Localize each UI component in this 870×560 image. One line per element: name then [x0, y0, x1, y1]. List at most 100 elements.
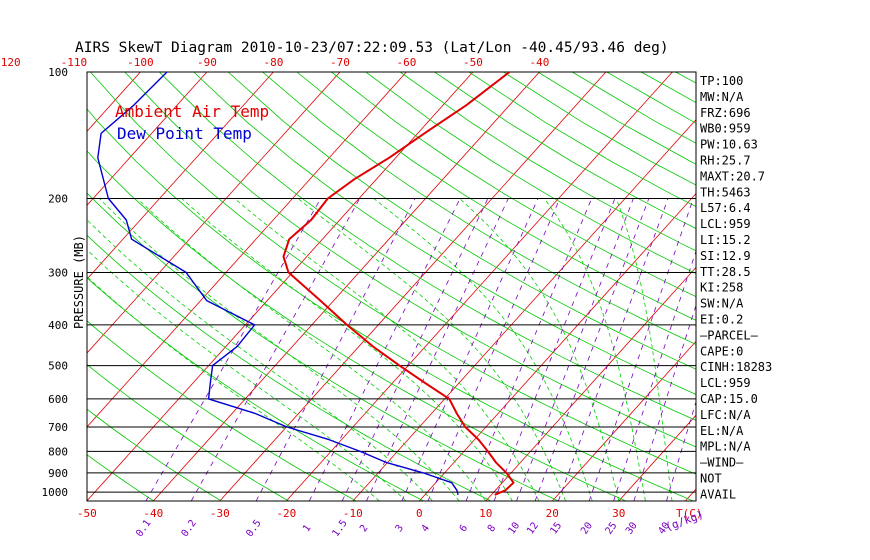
- mixing-ratio-line: [341, 198, 489, 501]
- dry-adiabat-line: [87, 150, 627, 501]
- index-entry: FRZ:696: [700, 106, 751, 120]
- mixing-ratio-tick-label: 12: [525, 520, 541, 536]
- mixing-ratio-tick-label: 30: [624, 520, 640, 536]
- mixing-ratio-tick-label: 6: [458, 523, 470, 534]
- moist-adiabat-line: [181, 198, 513, 501]
- bottom-temperature-tick-label: -10: [343, 507, 363, 520]
- mixing-ratio-line: [666, 400, 696, 501]
- mixing-ratio-tick-label: 25: [604, 520, 620, 536]
- dry-adiabat-line: [124, 72, 696, 448]
- isotherm-line: [87, 72, 274, 280]
- mixing-ratio-tick-label: 1: [301, 523, 313, 534]
- dry-adiabat-line: [227, 72, 696, 370]
- index-entry: PW:10.63: [700, 138, 758, 152]
- index-entry: TT:28.5: [700, 265, 751, 279]
- dry-adiabat-line: [87, 364, 289, 501]
- dry-adiabat-line: [87, 454, 155, 501]
- index-entry: LCL:959: [700, 217, 751, 231]
- index-entry: LI:15.2: [700, 233, 751, 247]
- moist-adiabat-line: [234, 198, 540, 501]
- y-axis-label: PRESSURE (MB): [72, 235, 86, 329]
- dry-adiabat-line: [87, 234, 492, 501]
- top-temperature-tick-label: -120: [0, 56, 21, 69]
- mixing-ratio-line: [557, 198, 669, 501]
- mixing-ratio-tick-label: 2: [358, 523, 370, 534]
- moist-adiabat-line: [87, 249, 407, 501]
- bottom-temperature-tick-label: 0: [416, 507, 423, 520]
- legend-dew-point-temp: Dew Point Temp: [117, 124, 252, 143]
- isotherm-line: [0, 72, 74, 501]
- dry-adiabat-line: [331, 72, 696, 298]
- top-temperature-tick-label: -100: [127, 56, 154, 69]
- mixing-ratio-line: [588, 198, 694, 501]
- pressure-tick-label: 300: [48, 266, 68, 279]
- index-entry: TH:5463: [700, 185, 751, 199]
- profile-lines: [97, 72, 515, 496]
- mixing-ratio-tick-label: 15: [548, 520, 564, 536]
- index-entry: CAP:15.0: [700, 392, 758, 406]
- index-entry: SI:12.9: [700, 249, 751, 263]
- dry-adiabat-line: [193, 72, 696, 395]
- pressure-tick-label: 700: [48, 421, 68, 434]
- legend-ambient-air-temp: Ambient Air Temp: [115, 102, 269, 121]
- pressure-tick-label: 600: [48, 393, 68, 406]
- index-entry: RH:25.7: [700, 154, 751, 168]
- pressure-tick-label: 800: [48, 445, 68, 458]
- mixing-ratio-line: [255, 198, 416, 501]
- isotherm-line: [352, 119, 696, 501]
- pressure-tick-label: 1000: [42, 486, 69, 499]
- moist-adiabat-line: [137, 198, 487, 501]
- dry-adiabat-line: [87, 408, 222, 501]
- mixing-ratio-line: [516, 198, 634, 501]
- dry-adiabat-line: [296, 72, 696, 321]
- mixing-ratio-tick-label: 0.5: [244, 518, 263, 539]
- dry-adiabat-line: [0, 72, 19, 501]
- plot-frame: [86, 71, 697, 502]
- axis-labels: 1002003004005006007008009001000-120-110-…: [0, 56, 672, 539]
- top-temperature-tick-label: -70: [330, 56, 350, 69]
- pressure-tick-label: 900: [48, 467, 68, 480]
- mixing-ratio-line: [613, 249, 696, 501]
- pressure-tick-label: 400: [48, 319, 68, 332]
- dry-adiabat-line: [87, 108, 694, 501]
- isotherm-line: [87, 72, 341, 354]
- pressure-tick-label: 200: [48, 192, 68, 205]
- dry-adiabat-line: [503, 72, 696, 186]
- index-entry: WB0:959: [700, 122, 751, 136]
- bottom-temperature-tick-label: 30: [612, 507, 625, 520]
- index-entry: AVAIL: [700, 487, 736, 501]
- dry-adiabat-line: [159, 72, 696, 421]
- dry-adiabat-line: [87, 320, 357, 501]
- isotherm-line: [752, 72, 870, 501]
- mixing-ratio-tick-label: 20: [579, 520, 595, 536]
- mixing-ratio-tick-label: 4: [420, 523, 432, 534]
- dew-point-temp-line: [97, 72, 459, 495]
- bottom-temperature-tick-label: -30: [210, 507, 230, 520]
- chart-title: AIRS SkewT Diagram 2010-10-23/07:22:09.5…: [75, 40, 669, 56]
- index-entry: CAPE:0: [700, 344, 743, 358]
- mixing-ratio-tick-label: 8: [486, 523, 498, 534]
- isotherm-line: [219, 72, 607, 501]
- isotherm-line: [87, 72, 208, 206]
- ambient-air-temp-line: [282, 72, 515, 496]
- isotherm-line: [87, 72, 407, 428]
- top-temperature-tick-label: -90: [197, 56, 217, 69]
- top-temperature-tick-label: -50: [463, 56, 483, 69]
- legend: Ambient Air Temp Dew Point Temp: [115, 102, 269, 143]
- mixing-ratio-line: [308, 198, 461, 501]
- dry-adiabat-line: [87, 277, 424, 501]
- bottom-temperature-tick-label: -20: [276, 507, 296, 520]
- mixing-ratio-tick-label: 0.1: [134, 518, 153, 539]
- mixing-ratio-line: [190, 198, 361, 501]
- index-entry: EL:N/A: [700, 424, 744, 438]
- index-entry: LCL:959: [700, 376, 751, 390]
- isotherm-line: [818, 72, 870, 501]
- moist-adiabat-line: [459, 198, 620, 501]
- stability-indices: TP:100 MW:N/A FRZ:696 WB0:959 PW:10.63 RH:25.…: [700, 74, 772, 501]
- dry-adiabat-line: [365, 72, 696, 274]
- dry-adiabat-line: [262, 72, 696, 345]
- index-entry: LFC:N/A: [700, 408, 751, 422]
- moist-adiabat-line: [373, 198, 593, 501]
- top-temperature-tick-label: -80: [263, 56, 283, 69]
- mixing-ratio-tick-label: 1.5: [330, 518, 349, 539]
